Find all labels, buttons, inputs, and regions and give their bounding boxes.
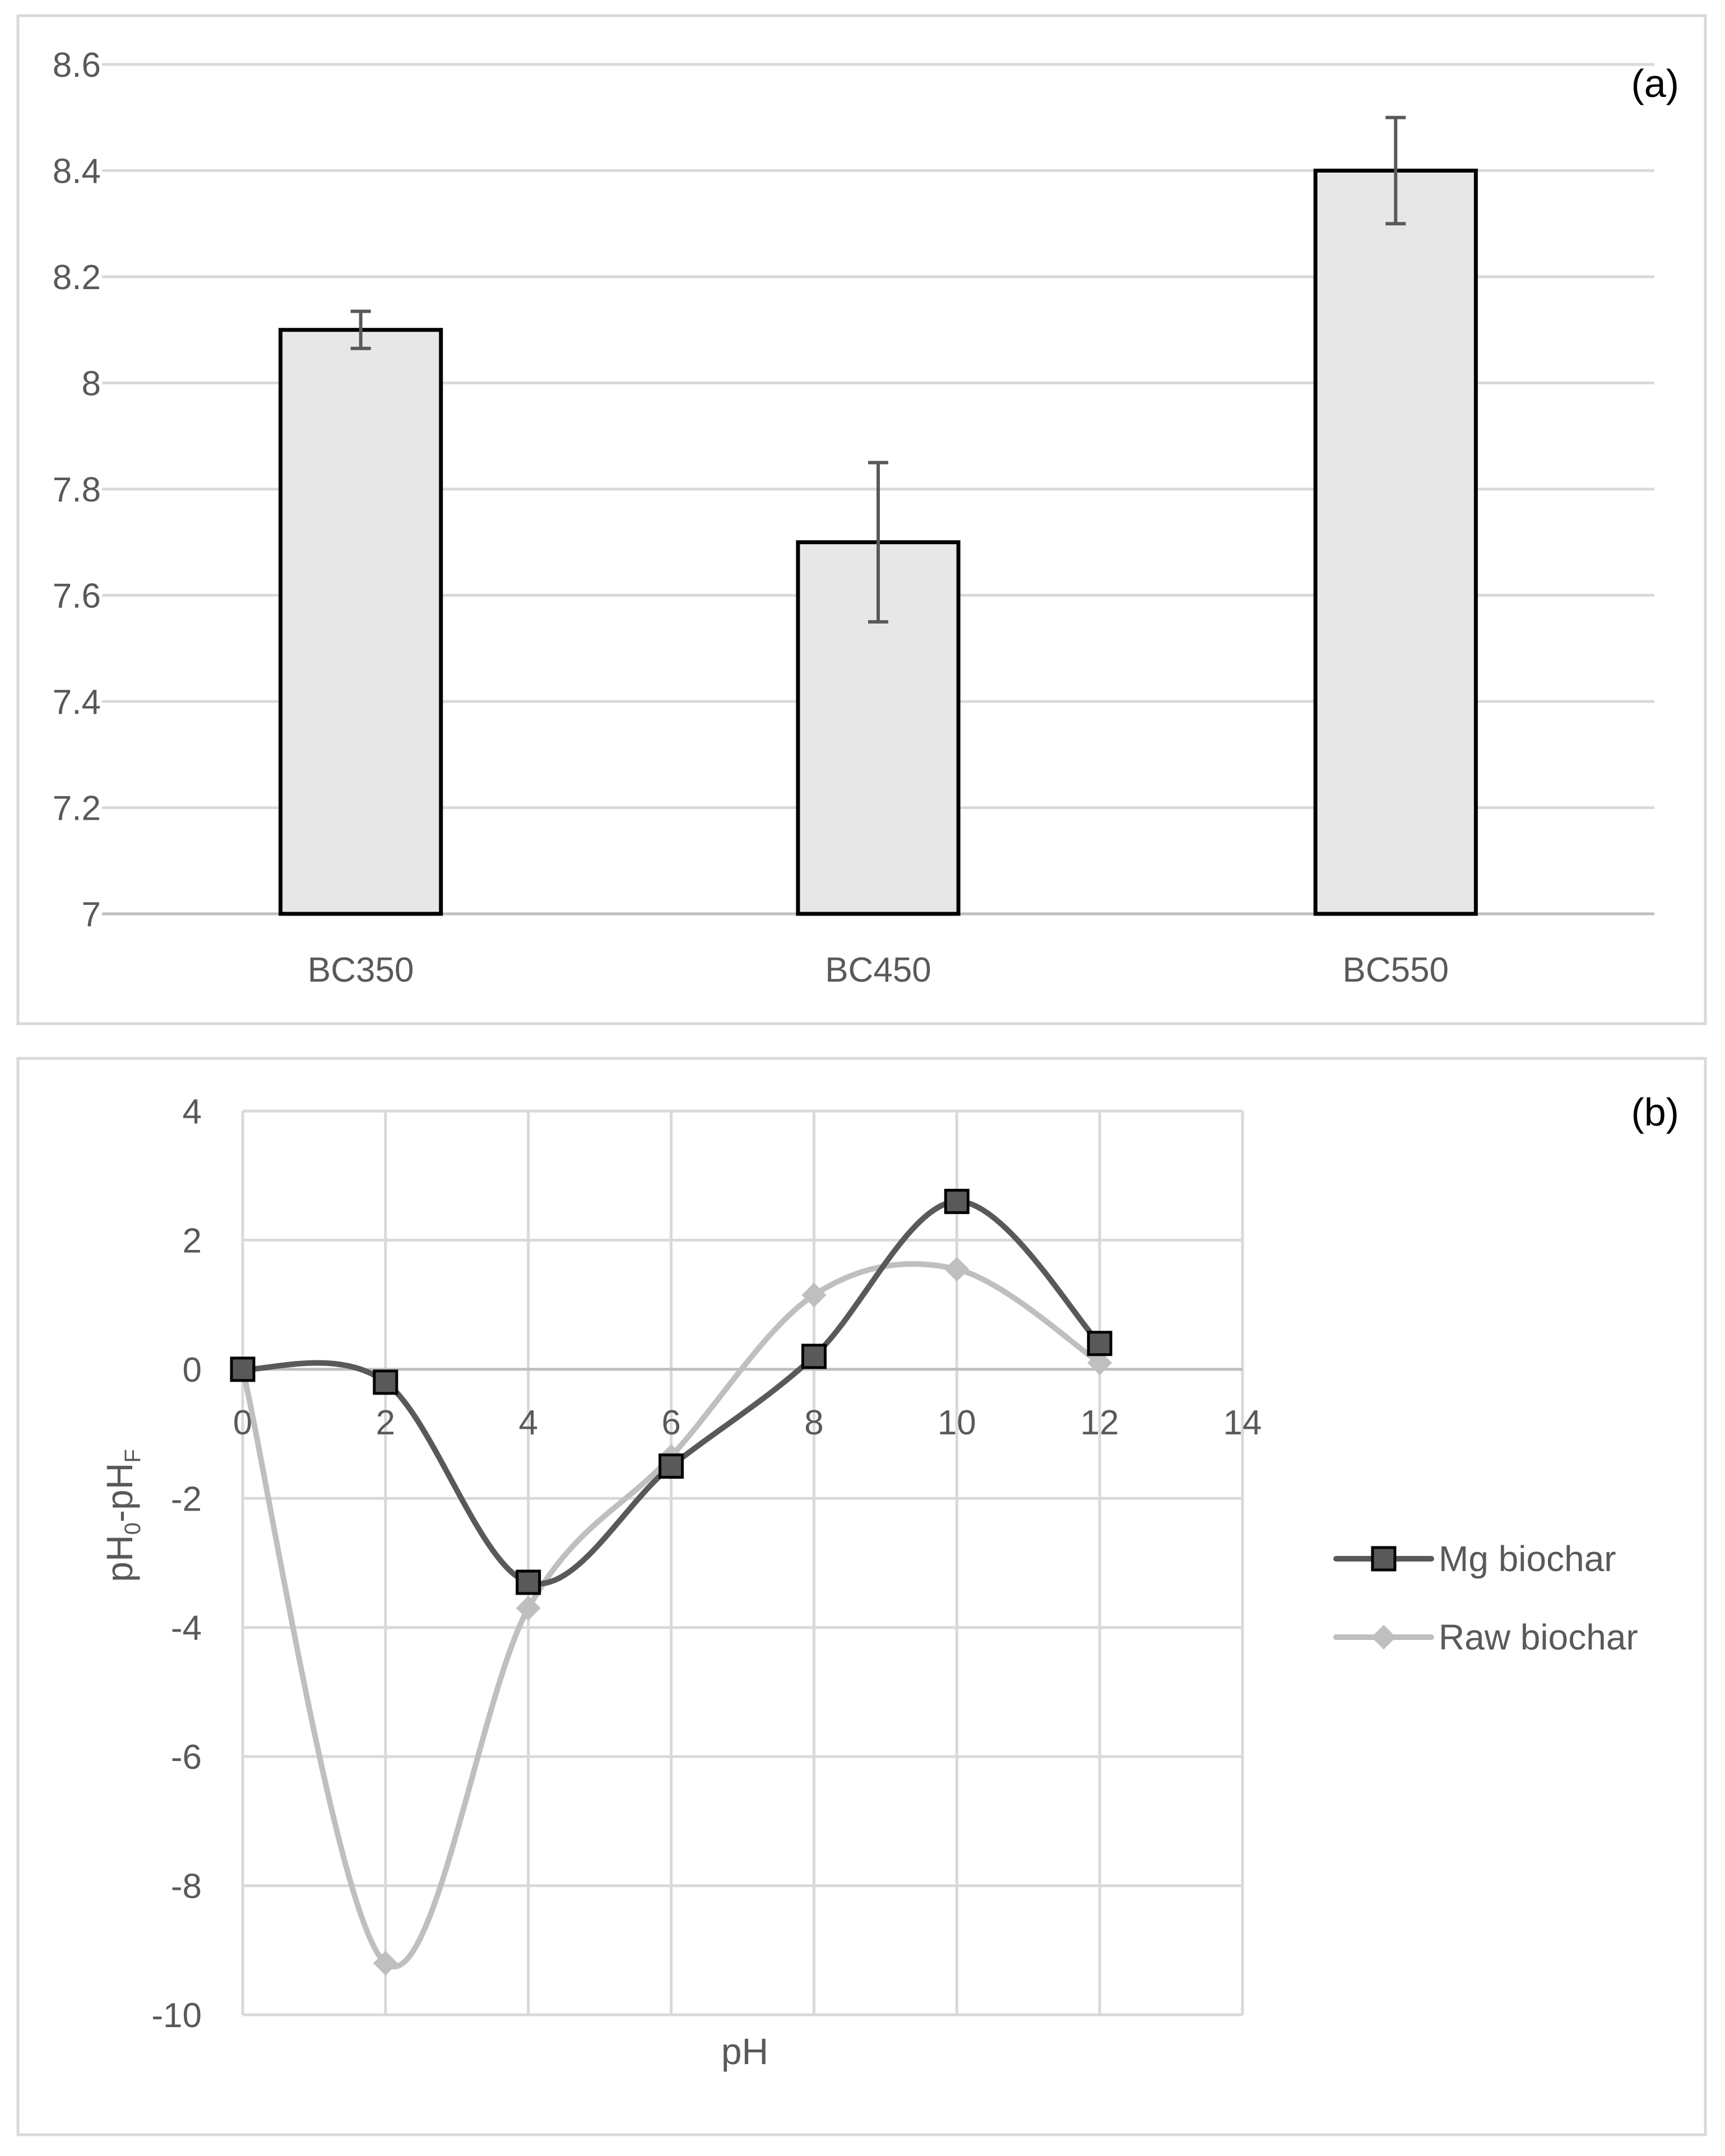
panel-b-x-tick-label: 6 <box>661 1404 680 1442</box>
data-point-mg-biochar <box>1087 1331 1112 1356</box>
data-point-raw-biochar <box>1087 1350 1112 1376</box>
data-point-mg-biochar <box>373 1369 398 1395</box>
panel-a-x-tick-label: BC550 <box>1343 951 1449 989</box>
legend-marker-mg-biochar <box>1371 1546 1397 1572</box>
panel-b-y-tick-label: -6 <box>171 1738 202 1777</box>
panel-b-y-tick-label: -2 <box>171 1480 202 1518</box>
panel-b-frame <box>16 1057 1707 2136</box>
data-point-raw-biochar <box>944 1257 970 1282</box>
legend-label-raw-biochar: Raw biochar <box>1439 1617 1638 1657</box>
panel-a-y-tick-label: 7.2 <box>53 789 101 828</box>
panel-b-x-tick-label: 10 <box>938 1404 976 1442</box>
legend-marker-raw-biochar <box>1371 1625 1396 1649</box>
panel-b-y-tick-label: -10 <box>151 1996 202 2035</box>
data-point-raw-biochar <box>801 1283 827 1308</box>
panel-a-label: (a) <box>1631 62 1679 105</box>
panel-b-y-tick-label: -4 <box>171 1609 202 1648</box>
panel-b-y-tick-label: -8 <box>171 1867 202 1906</box>
panel-a-x-tick-labels: BC350 BC450 BC550 <box>308 951 1449 989</box>
panel-a-y-tick-label: 7 <box>82 895 101 934</box>
legend-label-mg-biochar: Mg biochar <box>1439 1539 1616 1579</box>
panel-a-error-bars <box>350 115 1406 624</box>
data-point-mg-biochar <box>230 1356 256 1382</box>
panel-a-y-tick-label: 8.2 <box>53 258 101 297</box>
data-point-mg-biochar <box>944 1188 970 1214</box>
panel-b-legend: Mg biochar Raw biochar <box>1333 1539 1638 1657</box>
panel-a-y-tick-label: 7.4 <box>53 683 101 722</box>
panel-b-y-tick-labels: -10 -8 -6 -4 -2 0 2 4 <box>151 1093 202 2035</box>
data-point-raw-biochar <box>516 1596 541 1621</box>
error-bar-bc450 <box>868 461 888 624</box>
data-point-mg-biochar <box>801 1344 827 1369</box>
bar-bc550 <box>1313 169 1478 916</box>
panel-b-x-tick-label: 8 <box>804 1404 823 1442</box>
legend-item-mg-biochar: Mg biochar <box>1333 1539 1616 1579</box>
panel-b-y-tick-label: 2 <box>183 1221 202 1260</box>
panel-b-label: (b) <box>1631 1090 1679 1134</box>
panel-a-bars <box>279 169 1478 916</box>
y-title-minus-ph: -pH <box>99 1463 140 1522</box>
data-point-mg-biochar <box>516 1569 541 1595</box>
panel-b-x-tick-label: 2 <box>376 1404 395 1442</box>
panel-a-y-tick-label: 7.6 <box>53 577 101 616</box>
panel-b-x-tick-label: 4 <box>518 1404 537 1442</box>
panel-b-line-chart: -10 -8 -6 -4 -2 0 2 4 0 2 4 6 8 10 12 14 (b) pH pH0-pH… <box>16 1057 1707 2136</box>
panel-b-y-tick-label: 0 <box>183 1351 202 1390</box>
data-point-mg-biochar <box>659 1453 684 1479</box>
series-markers-mg-biochar <box>230 1188 1112 1595</box>
error-bar-bc550 <box>1385 115 1406 226</box>
legend-item-raw-biochar: Raw biochar <box>1333 1617 1638 1657</box>
panel-b-x-tick-label: 14 <box>1223 1404 1262 1442</box>
panel-a-y-tick-labels: 7 7.2 7.4 7.6 7.8 8 8.2 8.4 8.6 <box>53 46 101 934</box>
y-title-sub-f: F <box>120 1449 145 1462</box>
panel-a-x-tick-label: BC450 <box>825 951 931 989</box>
panel-a-y-tick-label: 7.8 <box>53 471 101 509</box>
bar-bc350 <box>279 328 443 916</box>
error-bar-bc350 <box>350 309 371 350</box>
panel-a-x-tick-label: BC350 <box>308 951 414 989</box>
panel-b-y-axis-title: pH0-pHF <box>99 1449 145 1582</box>
panel-b-y-tick-label: 4 <box>183 1093 202 1131</box>
y-title-ph: pH <box>99 1535 140 1582</box>
y-title-sub-0: 0 <box>120 1522 145 1535</box>
panel-b-series-markers <box>230 1188 1112 1976</box>
panel-b-x-axis-title: pH <box>721 2030 768 2072</box>
data-point-raw-biochar <box>373 1950 398 1976</box>
panel-a-y-tick-label: 8 <box>82 365 101 403</box>
panel-a-y-tick-label: 8.4 <box>53 152 101 191</box>
panel-a-bar-chart: 77.27.47.67.888.28.48.6 BC350 BC450 BC550 … <box>16 14 1707 1025</box>
panel-a-y-tick-label: 8.6 <box>53 46 101 85</box>
panel-b-x-tick-label: 12 <box>1081 1404 1119 1442</box>
series-line-raw-biochar <box>240 1261 1103 1969</box>
